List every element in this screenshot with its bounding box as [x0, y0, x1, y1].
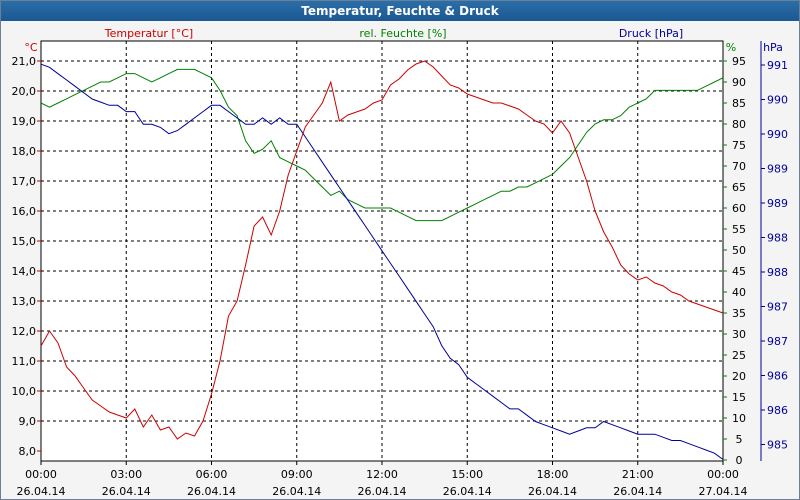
- pressure-tick-label: 990: [767, 128, 788, 141]
- series-temperature: [40, 60, 724, 440]
- humidity-tick-label: 10: [732, 412, 746, 425]
- x-tick-time: 03:00: [110, 468, 142, 481]
- temperature-tick-label: 8,0: [19, 445, 37, 458]
- temperature-tick-label: 12,0: [12, 325, 37, 338]
- humidity-tick-label: 20: [732, 370, 746, 383]
- pressure-tick-label: 989: [767, 163, 788, 176]
- pressure-tick-label: 987: [767, 301, 788, 314]
- temperature-unit-label: °C: [24, 41, 38, 54]
- series-pressure: [40, 63, 724, 460]
- humidity-tick-label: 15: [732, 391, 746, 404]
- humidity-tick-label: 90: [732, 76, 746, 89]
- humidity-tick-label: 70: [732, 160, 746, 173]
- x-tick-date: 26.04.14: [443, 485, 492, 498]
- temperature-tick-label: 21,0: [12, 55, 37, 68]
- humidity-tick-label: 40: [732, 286, 746, 299]
- humidity-tick-label: 80: [732, 118, 746, 131]
- axes: 00:00 26.04.14 03:00 26.04.14 06:00 26.04.14 0…: [12, 41, 788, 498]
- temperature-tick-label: 15,0: [12, 235, 37, 248]
- humidity-tick-label: 65: [732, 181, 746, 194]
- chart-title: Temperatur, Feuchte & Druck: [1, 1, 799, 21]
- x-tick-date: 26.04.14: [102, 485, 151, 498]
- pressure-tick-label: 985: [767, 439, 788, 452]
- x-tick-date: 27.04.14: [699, 485, 748, 498]
- pressure-tick-label: 988: [767, 266, 788, 279]
- humidity-tick-label: 85: [732, 97, 746, 110]
- humidity-tick-label: 75: [732, 139, 746, 152]
- temperature-legend: Temperatur [°C]: [104, 27, 193, 40]
- pressure-tick-label: 986: [767, 370, 788, 383]
- humidity-tick-label: 25: [732, 349, 746, 362]
- pressure-tick-label: 986: [767, 404, 788, 417]
- humidity-tick-label: 35: [732, 307, 746, 320]
- temperature-tick-label: 20,0: [12, 85, 37, 98]
- temperature-tick-label: 13,0: [12, 295, 37, 308]
- pressure-tick-label: 991: [767, 59, 788, 72]
- x-tick-date: 26.04.14: [358, 485, 407, 498]
- humidity-tick-label: 50: [732, 244, 746, 257]
- pressure-tick-label: 989: [767, 197, 788, 210]
- humidity-legend: rel. Feuchte [%]: [359, 27, 446, 40]
- x-tick-date: 26.04.14: [272, 485, 321, 498]
- humidity-tick-label: 55: [732, 223, 746, 236]
- x-tick-time: 18:00: [537, 468, 569, 481]
- pressure-unit-label: hPa: [763, 41, 783, 54]
- pressure-legend: Druck [hPa]: [619, 27, 683, 40]
- series-humidity: [40, 68, 724, 222]
- pressure-tick-label: 987: [767, 335, 788, 348]
- pressure-tick-label: 990: [767, 94, 788, 107]
- temperature-tick-label: 14,0: [12, 265, 37, 278]
- x-tick-date: 26.04.14: [528, 485, 577, 498]
- humidity-unit-label: %: [726, 41, 736, 54]
- data-lines: [40, 60, 724, 460]
- humidity-tick-label: 95: [732, 55, 746, 68]
- humidity-tick-label: 60: [732, 202, 746, 215]
- x-tick-date: 26.04.14: [17, 485, 66, 498]
- temperature-tick-label: 10,0: [12, 385, 37, 398]
- humidity-tick-label: 5: [736, 433, 743, 446]
- temperature-tick-label: 19,0: [12, 115, 37, 128]
- humidity-tick-label: 30: [732, 328, 746, 341]
- temperature-tick-label: 16,0: [12, 205, 37, 218]
- x-tick-time: 21:00: [622, 468, 654, 481]
- x-tick-time: 06:00: [196, 468, 228, 481]
- x-tick-time: 15:00: [451, 468, 483, 481]
- x-tick-date: 26.04.14: [613, 485, 662, 498]
- x-tick-date: 26.04.14: [187, 485, 236, 498]
- x-tick-time: 12:00: [366, 468, 398, 481]
- temperature-tick-label: 11,0: [12, 355, 37, 368]
- pressure-tick-label: 988: [767, 232, 788, 245]
- temperature-tick-label: 17,0: [12, 175, 37, 188]
- humidity-tick-label: 0: [736, 454, 743, 467]
- temperature-tick-label: 18,0: [12, 145, 37, 158]
- humidity-tick-label: 45: [732, 265, 746, 278]
- x-tick-time: 00:00: [707, 468, 739, 481]
- x-tick-time: 09:00: [281, 468, 313, 481]
- x-tick-time: 00:00: [25, 468, 57, 481]
- temperature-tick-label: 9,0: [19, 415, 37, 428]
